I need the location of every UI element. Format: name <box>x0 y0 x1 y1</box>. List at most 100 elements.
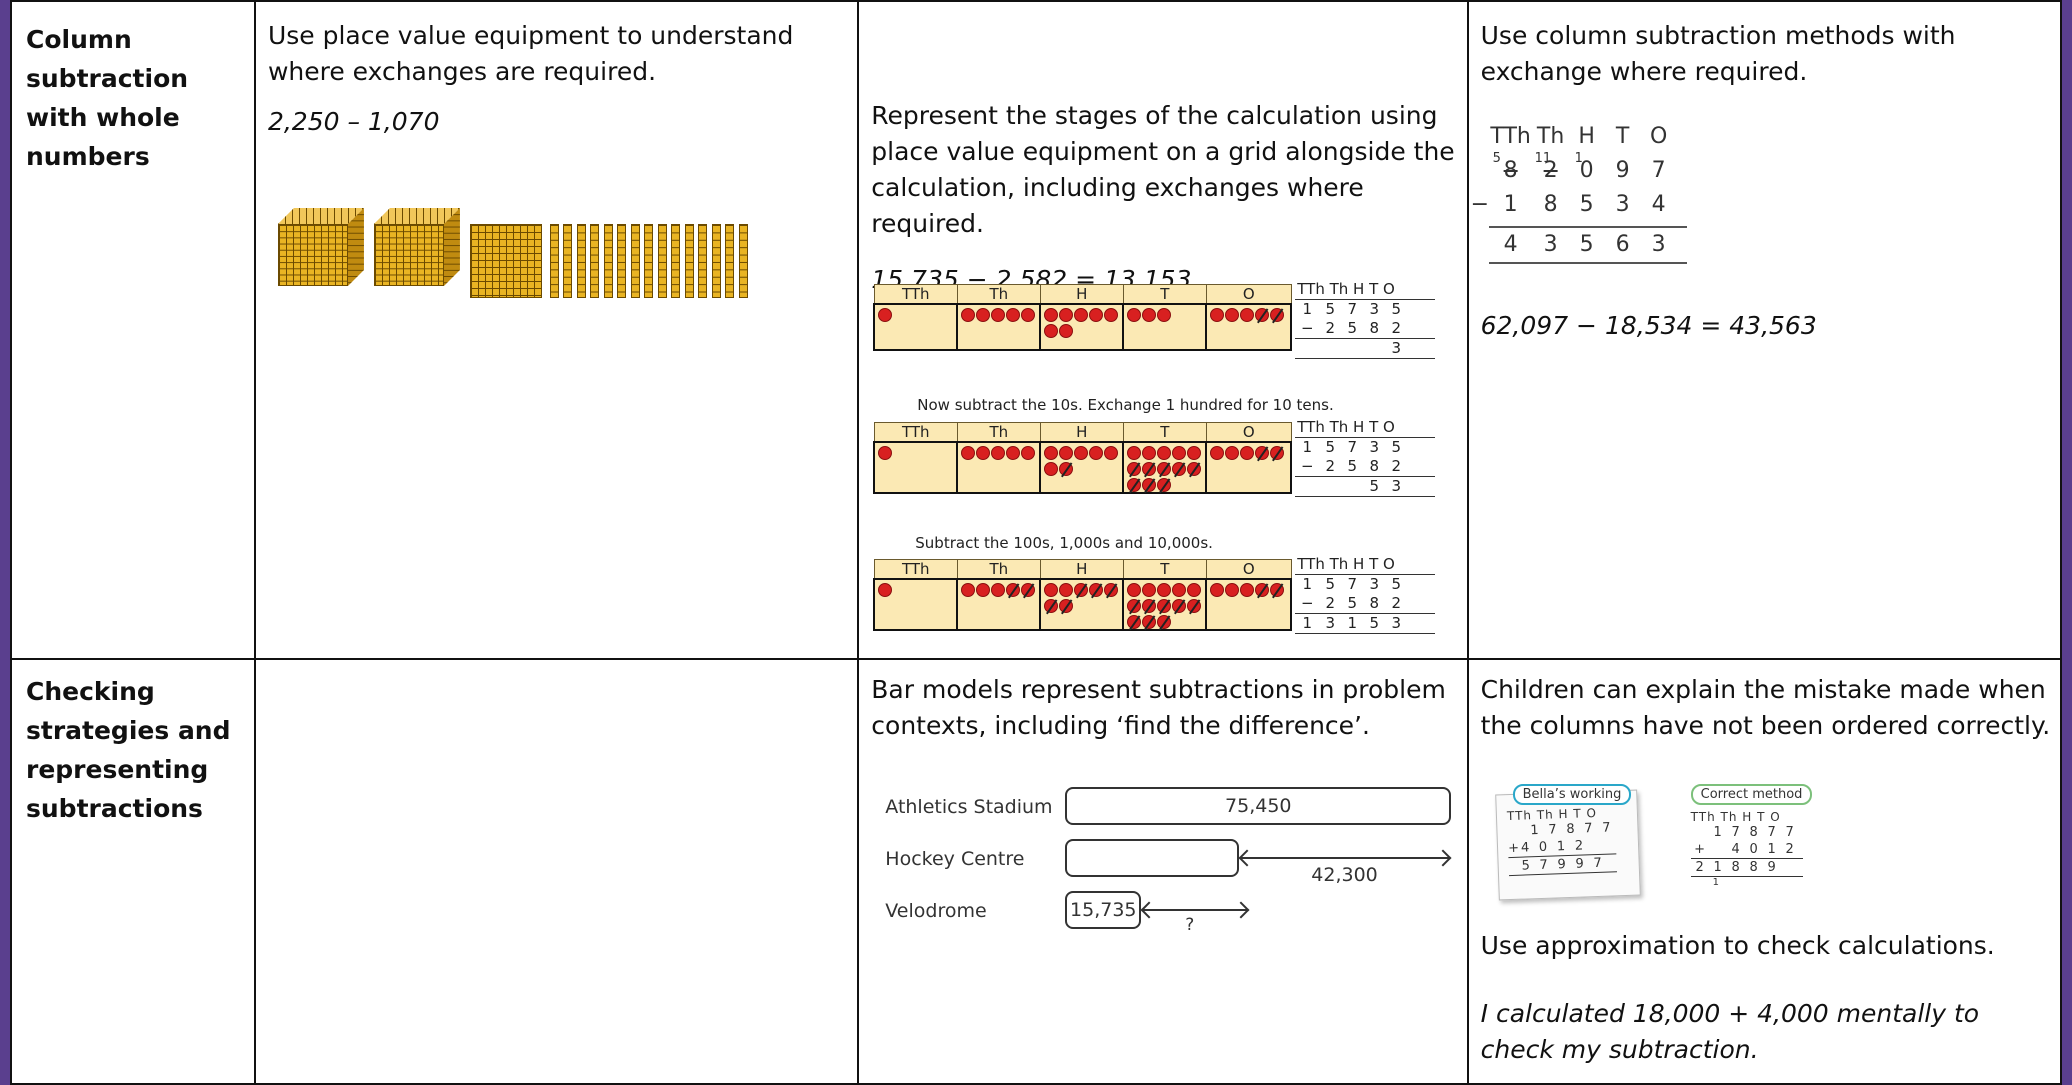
counter <box>1059 599 1074 613</box>
counter <box>1187 599 1202 613</box>
pv-header: TTh <box>873 422 958 443</box>
page: Column subtraction with whole numbers Us… <box>10 0 2063 1085</box>
correct-row-2: +4 0 1 2 <box>1694 842 1794 857</box>
counter <box>976 446 991 460</box>
answer-line-top <box>1488 226 1687 228</box>
subtrahend-row: − 1 8 5 3 4 <box>1471 188 1687 222</box>
bar-label-velodrome: Velodrome <box>885 900 987 922</box>
ten-rod <box>711 224 721 298</box>
counter <box>1142 583 1157 597</box>
counter <box>1255 308 1270 322</box>
concrete-cell-empty <box>253 658 860 1085</box>
counter <box>1059 583 1074 597</box>
digit: 3 <box>1651 232 1666 257</box>
calc-headers: TTh Th H T O <box>1297 555 1395 573</box>
counter <box>1270 583 1285 597</box>
pv-cell <box>1122 303 1208 351</box>
counter <box>1044 324 1059 338</box>
ten-rod <box>725 224 735 298</box>
counter <box>878 446 893 460</box>
pv-header: H <box>1039 422 1124 443</box>
counter <box>1157 599 1172 613</box>
progression-table: Column subtraction with whole numbers Us… <box>10 0 2063 1085</box>
counter <box>1044 583 1059 597</box>
mistake-text: Children can explain the mistake made wh… <box>1480 675 2051 740</box>
written-calculation: TTh Th H T O 1 5 7 3 5−2 5 8 2 5 3 <box>1295 418 1436 497</box>
place-value-grid: TTh Th H T O <box>873 422 1293 494</box>
carry-digit: 1 <box>1712 877 1719 888</box>
counter <box>1021 308 1036 322</box>
counter <box>1074 308 1089 322</box>
counter <box>1142 478 1157 492</box>
answer-line-bottom <box>1488 262 1687 264</box>
pv-header: T <box>1122 559 1207 580</box>
counter <box>1059 462 1074 476</box>
counter <box>991 583 1006 597</box>
counter <box>991 308 1006 322</box>
place-value-grid: TTh Th H T O <box>873 284 1293 351</box>
bar-athletics: 75,450 <box>1065 787 1452 825</box>
counter <box>1187 446 1202 460</box>
pv-cell <box>1122 578 1208 631</box>
counter <box>1044 446 1059 460</box>
row-label-cell: Column subtraction with whole numbers <box>10 0 256 660</box>
pv-cell <box>956 578 1042 631</box>
bar-velodrome: 15,735 <box>1065 891 1142 929</box>
pv-cell <box>873 303 959 351</box>
counter <box>1006 446 1021 460</box>
correct-headers: TTh Th H T O <box>1690 810 1781 824</box>
counter <box>1074 583 1089 597</box>
place-value-grid: TTh Th H T O <box>873 559 1293 631</box>
counter <box>1127 599 1142 613</box>
counter <box>1210 446 1225 460</box>
answer-row: 4 3 5 6 3 <box>1489 228 1687 262</box>
counter <box>1157 615 1172 629</box>
counter <box>1044 308 1059 322</box>
counter <box>1089 446 1104 460</box>
counter <box>1127 446 1142 460</box>
counter <box>1044 462 1059 476</box>
ten-rod <box>576 224 586 298</box>
counter <box>1006 308 1021 322</box>
counter <box>961 446 976 460</box>
counter <box>961 308 976 322</box>
counter <box>1157 462 1172 476</box>
pv-header: T <box>1122 422 1207 443</box>
counter <box>976 583 991 597</box>
pv-header: Th <box>956 284 1041 305</box>
row-label: Checking strategies and representing sub… <box>26 677 231 823</box>
digit: 9 <box>1615 158 1630 183</box>
pv-cell <box>1039 303 1125 351</box>
difference-label-velodrome: ? <box>1185 915 1195 935</box>
pv-header: O <box>1205 284 1292 305</box>
difference-arrow-velodrome <box>1143 909 1248 911</box>
thousand-cube <box>373 208 460 286</box>
abstract-cell: Use column subtraction methods with exch… <box>1466 0 2063 660</box>
counter <box>1240 308 1255 322</box>
counter <box>1172 446 1187 460</box>
abstract-example: 62,097 − 18,534 = 43,563 <box>1480 311 1817 340</box>
ten-rod <box>590 224 600 298</box>
row-label: Column subtraction with whole numbers <box>26 25 189 171</box>
counter <box>1142 462 1157 476</box>
pv-header: TTh <box>873 559 958 580</box>
counter <box>1240 446 1255 460</box>
difference-label-hockey: 42,300 <box>1311 864 1378 886</box>
concrete-cell: Use place value equipment to understand … <box>253 0 860 660</box>
bar-label-athletics: Athletics Stadium <box>885 796 1053 818</box>
concrete-text: Use place value equipment to understand … <box>267 21 794 86</box>
counter <box>976 308 991 322</box>
base-ten-blocks <box>277 208 858 298</box>
bar-hockey <box>1065 839 1240 877</box>
row-checking: Checking strategies and representing sub… <box>10 658 2063 1085</box>
counter <box>1127 462 1142 476</box>
digit: 3 <box>1615 192 1630 217</box>
counter <box>1104 583 1119 597</box>
